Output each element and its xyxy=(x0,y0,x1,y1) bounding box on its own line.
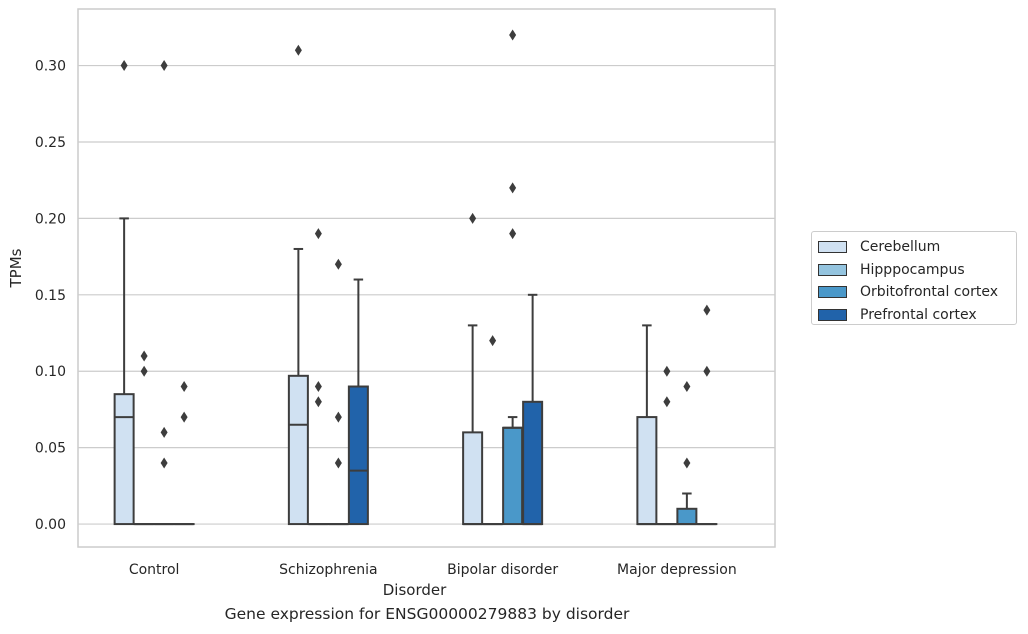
chart-caption: Gene expression for ENSG00000279883 by d… xyxy=(224,605,630,623)
outlier-point xyxy=(334,258,342,270)
x-axis-label: Disorder xyxy=(383,581,447,599)
y-tick-label: 0.00 xyxy=(35,517,66,533)
outlier-point xyxy=(314,228,322,240)
outlier-point xyxy=(509,182,517,194)
box xyxy=(462,431,484,526)
legend-swatch xyxy=(818,308,847,321)
legend-item-prefrontal: Prefrontal cortex xyxy=(818,304,1016,327)
outlier-point xyxy=(469,212,477,224)
x-tick-label: Bipolar disorder xyxy=(447,562,558,578)
gridlines xyxy=(78,64,775,525)
outlier-point xyxy=(140,350,148,362)
y-tick-label: 0.10 xyxy=(35,364,66,380)
legend: Cerebellum Hipppocampus Orbitofrontal co… xyxy=(811,231,1017,325)
outlier-point xyxy=(160,60,168,72)
box xyxy=(287,374,309,526)
outlier-point xyxy=(334,457,342,469)
y-tick-label: 0.20 xyxy=(35,211,66,227)
y-tick-label: 0.25 xyxy=(35,135,66,151)
y-tick-label: 0.15 xyxy=(35,288,66,304)
legend-swatch xyxy=(818,286,847,299)
box-plots xyxy=(113,217,718,526)
y-axis-label: TPMs xyxy=(7,248,25,288)
outlier-point xyxy=(120,60,128,72)
legend-item-orbitofrontal: Orbitofrontal cortex xyxy=(818,281,1016,304)
y-tick-label: 0.05 xyxy=(35,441,66,457)
outlier-point xyxy=(509,228,517,240)
legend-label: Prefrontal cortex xyxy=(860,306,977,323)
y-tick-label: 0.30 xyxy=(35,59,66,75)
outlier-point xyxy=(703,304,711,316)
outlier-point xyxy=(683,457,691,469)
legend-label: Hipppocampus xyxy=(860,261,965,278)
outlier-point xyxy=(703,365,711,377)
box xyxy=(347,385,369,526)
outlier-point xyxy=(160,426,168,438)
legend-label: Orbitofrontal cortex xyxy=(860,284,998,301)
x-tick-label: Schizophrenia xyxy=(279,562,377,578)
y-tick-labels: 0.00 0.05 0.10 0.15 0.20 0.25 0.30 xyxy=(35,59,66,534)
box xyxy=(113,393,135,526)
box xyxy=(502,426,524,526)
outlier-points xyxy=(120,29,711,469)
outlier-point xyxy=(160,457,168,469)
outlier-point xyxy=(314,396,322,408)
outlier-point xyxy=(509,29,517,41)
outlier-point xyxy=(334,411,342,423)
legend-item-hippocampus: Hipppocampus xyxy=(818,259,1016,282)
box xyxy=(676,507,698,526)
outlier-point xyxy=(180,381,188,393)
legend-swatch xyxy=(818,241,847,254)
legend-swatch xyxy=(818,263,847,276)
plot-frame xyxy=(77,8,776,548)
legend-item-cerebellum: Cerebellum xyxy=(818,236,1016,259)
outlier-point xyxy=(314,381,322,393)
outlier-point xyxy=(663,396,671,408)
outlier-point xyxy=(180,411,188,423)
x-tick-label: Major depression xyxy=(617,562,737,578)
outlier-point xyxy=(489,335,497,347)
outlier-point xyxy=(294,44,302,56)
legend-label: Cerebellum xyxy=(860,239,941,256)
x-tick-label: Control xyxy=(129,562,180,578)
outlier-point xyxy=(663,365,671,377)
box xyxy=(522,400,544,526)
x-tick-labels: Control Schizophrenia Bipolar disorder Majo… xyxy=(129,562,737,578)
outlier-point xyxy=(683,381,691,393)
outlier-point xyxy=(140,365,148,377)
box xyxy=(636,416,658,526)
